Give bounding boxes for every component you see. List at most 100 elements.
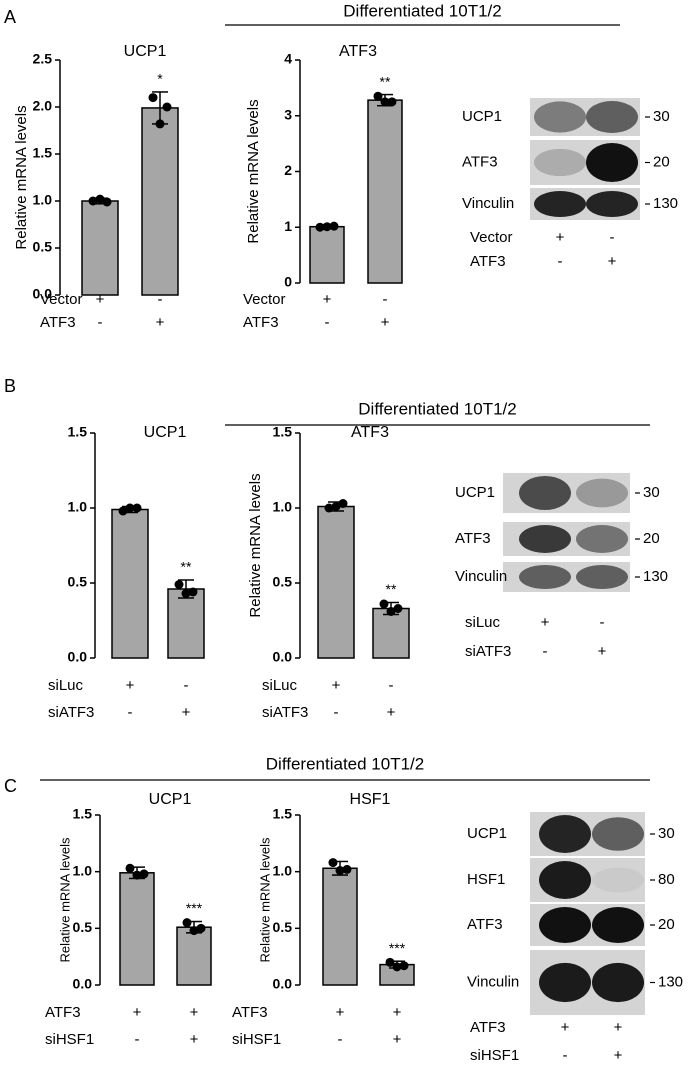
data-point bbox=[335, 866, 345, 876]
panel-letter: C bbox=[4, 776, 17, 796]
condition-sign: - bbox=[158, 291, 163, 308]
condition-sign: + bbox=[614, 1019, 623, 1036]
data-point bbox=[125, 863, 135, 873]
band-name: UCP1 bbox=[462, 108, 502, 125]
data-point bbox=[387, 97, 397, 107]
y-axis-label: Relative mRNA levels bbox=[257, 837, 272, 962]
data-point bbox=[132, 503, 142, 513]
condition-sign: + bbox=[393, 1031, 402, 1048]
y-tick-label: 0.0 bbox=[273, 649, 293, 665]
data-point bbox=[188, 587, 198, 597]
blot-band bbox=[539, 815, 591, 853]
data-point bbox=[189, 926, 199, 936]
data-point bbox=[373, 91, 383, 101]
data-point bbox=[155, 119, 165, 129]
data-point bbox=[162, 102, 172, 112]
condition-sign: + bbox=[541, 614, 550, 631]
y-tick-label: 0.5 bbox=[273, 574, 293, 590]
bar bbox=[167, 588, 205, 659]
condition-sign: - bbox=[325, 314, 330, 331]
panel-letter: B bbox=[4, 376, 16, 396]
band-name: UCP1 bbox=[455, 484, 495, 501]
blot-band bbox=[534, 191, 586, 217]
data-point bbox=[380, 97, 390, 107]
bar bbox=[317, 505, 355, 659]
condition-name: Vector bbox=[40, 291, 83, 308]
condition-name: ATF3 bbox=[40, 314, 76, 331]
condition-sign: + bbox=[323, 291, 332, 308]
blot-band bbox=[592, 962, 644, 1003]
y-tick-label: 0.5 bbox=[73, 919, 93, 935]
bar bbox=[309, 225, 345, 284]
condition-sign: + bbox=[608, 253, 617, 270]
y-tick-label: 4 bbox=[284, 51, 292, 67]
condition-sign: - bbox=[610, 229, 615, 246]
y-tick-label: 3 bbox=[284, 106, 292, 122]
condition-sign: - bbox=[600, 614, 605, 631]
condition-sign: + bbox=[614, 1047, 623, 1064]
data-point bbox=[324, 503, 334, 513]
condition-name: ATF3 bbox=[470, 253, 506, 270]
band-size: 80 bbox=[658, 871, 675, 888]
condition-sign: - bbox=[98, 314, 103, 331]
blot-band bbox=[519, 565, 571, 589]
condition-sign: - bbox=[338, 1031, 343, 1048]
condition-name: siLuc bbox=[262, 677, 298, 694]
data-point bbox=[181, 589, 191, 598]
y-tick-label: 2.5 bbox=[33, 51, 53, 67]
y-axis-label: Relative mRNA levels bbox=[247, 473, 264, 617]
condition-name: siLuc bbox=[465, 614, 501, 631]
condition-sign: - bbox=[128, 704, 133, 721]
data-point bbox=[88, 196, 98, 206]
band-size: 130 bbox=[653, 195, 678, 212]
condition-name: ATF3 bbox=[232, 1004, 268, 1021]
condition-name: siATF3 bbox=[48, 704, 94, 721]
y-tick-label: 0.0 bbox=[73, 976, 93, 992]
band-name: ATF3 bbox=[455, 530, 491, 547]
condition-sign: + bbox=[182, 704, 191, 721]
condition-name: Vector bbox=[470, 229, 513, 246]
y-tick-label: 0.5 bbox=[68, 574, 88, 590]
condition-name: siATF3 bbox=[465, 643, 511, 660]
data-point bbox=[328, 858, 338, 868]
band-name: Vinculin bbox=[462, 195, 514, 212]
y-axis-label: Relative mRNA levels bbox=[245, 99, 262, 243]
y-tick-label: 2.0 bbox=[33, 98, 53, 114]
condition-sign: - bbox=[389, 677, 394, 694]
condition-sign: + bbox=[332, 677, 341, 694]
blot-band bbox=[539, 861, 591, 899]
panel-title: Differentiated 10T1/2 bbox=[343, 1, 501, 20]
y-tick-label: 1.0 bbox=[273, 862, 293, 878]
chart-title: HSF1 bbox=[350, 791, 391, 808]
condition-name: siHSF1 bbox=[232, 1031, 281, 1048]
chart-title: UCP1 bbox=[149, 791, 192, 808]
band-name: ATF3 bbox=[467, 916, 503, 933]
condition-name: siATF3 bbox=[262, 704, 308, 721]
y-tick-label: 1 bbox=[284, 218, 292, 234]
blot-band bbox=[592, 907, 644, 943]
condition-sign: - bbox=[563, 1047, 568, 1064]
bar bbox=[322, 867, 358, 986]
band-name: Vinculin bbox=[455, 568, 507, 585]
data-point bbox=[342, 864, 352, 874]
data-point bbox=[322, 222, 332, 232]
chart-title: UCP1 bbox=[124, 43, 167, 60]
band-size: 130 bbox=[643, 568, 668, 585]
band-size: 130 bbox=[658, 973, 683, 990]
band-size: 30 bbox=[653, 108, 670, 125]
significance: * bbox=[157, 71, 163, 87]
y-tick-label: 1.5 bbox=[73, 806, 93, 822]
y-tick-label: 0 bbox=[284, 274, 292, 290]
data-point bbox=[139, 869, 149, 879]
band-name: UCP1 bbox=[467, 825, 507, 842]
blot-band bbox=[576, 478, 628, 508]
condition-sign: + bbox=[598, 643, 607, 660]
blot-band bbox=[534, 148, 586, 177]
data-point bbox=[132, 870, 142, 880]
condition-name: ATF3 bbox=[45, 1004, 81, 1021]
data-point bbox=[393, 604, 403, 613]
y-tick-label: 0.5 bbox=[273, 919, 293, 935]
y-tick-label: 1.0 bbox=[33, 192, 53, 208]
data-point bbox=[399, 961, 409, 971]
data-point bbox=[174, 580, 184, 589]
